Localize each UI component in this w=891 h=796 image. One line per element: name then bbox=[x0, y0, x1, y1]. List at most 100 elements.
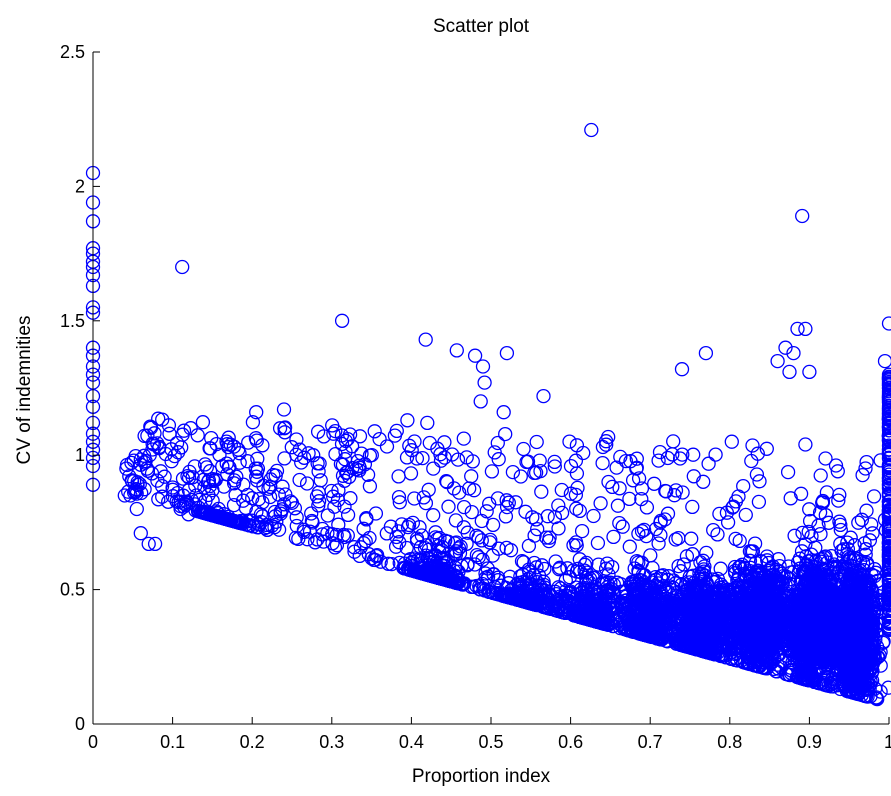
data-point bbox=[416, 490, 431, 505]
data-point bbox=[268, 468, 283, 483]
data-point bbox=[240, 487, 255, 503]
data-point bbox=[725, 500, 740, 515]
data-point bbox=[675, 447, 690, 462]
data-point bbox=[462, 481, 477, 496]
data-point bbox=[429, 567, 445, 582]
data-point bbox=[190, 428, 205, 443]
data-point bbox=[471, 530, 486, 545]
data-point bbox=[121, 484, 136, 499]
data-point bbox=[173, 494, 188, 509]
data-point bbox=[818, 451, 833, 466]
data-point bbox=[132, 476, 147, 492]
data-point bbox=[751, 494, 767, 510]
data-point bbox=[394, 517, 409, 532]
data-point bbox=[448, 513, 464, 528]
data-point bbox=[327, 540, 343, 555]
data-point bbox=[570, 480, 585, 496]
data-point bbox=[710, 527, 725, 542]
data-point bbox=[150, 473, 165, 488]
data-point bbox=[591, 557, 606, 572]
data-point bbox=[749, 467, 765, 482]
data-point bbox=[362, 448, 378, 463]
data-point bbox=[482, 496, 497, 511]
data-point bbox=[469, 528, 484, 543]
data-point bbox=[609, 460, 624, 475]
data-point bbox=[802, 502, 817, 517]
data-point bbox=[659, 484, 674, 499]
data-point bbox=[296, 522, 312, 537]
data-point bbox=[503, 543, 519, 558]
data-point bbox=[255, 438, 270, 453]
data-point bbox=[177, 496, 192, 511]
data-point bbox=[499, 493, 514, 508]
data-point bbox=[439, 474, 455, 490]
data-point bbox=[402, 438, 417, 453]
data-point bbox=[383, 519, 399, 534]
data-point bbox=[403, 466, 419, 481]
data-point bbox=[413, 540, 428, 555]
data-point bbox=[276, 497, 292, 512]
data-point bbox=[795, 525, 810, 541]
data-point bbox=[349, 462, 364, 477]
data-point bbox=[672, 451, 688, 466]
data-point bbox=[719, 505, 735, 520]
data-point bbox=[241, 435, 256, 450]
data-point bbox=[326, 426, 341, 441]
data-point bbox=[330, 492, 346, 508]
data-point bbox=[752, 474, 767, 489]
data-point bbox=[843, 530, 858, 545]
data-point bbox=[310, 424, 326, 439]
data-point bbox=[606, 529, 621, 545]
data-point bbox=[277, 451, 292, 466]
data-point bbox=[292, 472, 307, 488]
data-point bbox=[456, 431, 471, 446]
data-point bbox=[340, 507, 356, 523]
data-point bbox=[631, 526, 646, 541]
data-point bbox=[745, 438, 760, 453]
data-point bbox=[391, 524, 406, 539]
data-point bbox=[605, 479, 620, 495]
data-point bbox=[464, 504, 479, 520]
data-point bbox=[562, 434, 577, 449]
data-point bbox=[643, 548, 658, 563]
data-point bbox=[866, 489, 882, 504]
data-point bbox=[451, 573, 466, 589]
data-point bbox=[253, 507, 269, 522]
data-point bbox=[404, 558, 419, 574]
data-point bbox=[326, 489, 341, 504]
data-point bbox=[550, 603, 565, 618]
data-point bbox=[342, 469, 357, 485]
data-point bbox=[433, 447, 448, 462]
data-point bbox=[250, 451, 265, 466]
data-point bbox=[859, 454, 874, 470]
data-point bbox=[329, 538, 345, 553]
data-point bbox=[560, 561, 575, 576]
data-point bbox=[708, 447, 723, 462]
data-point bbox=[634, 491, 649, 507]
data-point bbox=[759, 441, 774, 456]
data-point bbox=[567, 608, 582, 623]
data-point bbox=[289, 510, 304, 525]
data-point bbox=[352, 429, 368, 444]
data-point bbox=[516, 555, 531, 570]
data-point bbox=[563, 584, 578, 599]
data-point bbox=[221, 430, 236, 445]
data-point bbox=[368, 552, 383, 568]
data-point bbox=[487, 445, 502, 460]
data-point bbox=[204, 430, 219, 446]
data-point bbox=[613, 449, 628, 465]
data-point bbox=[485, 548, 500, 563]
data-point bbox=[571, 594, 587, 610]
data-point bbox=[373, 554, 388, 569]
data-point bbox=[367, 424, 382, 439]
data-point bbox=[833, 517, 848, 533]
data-point bbox=[485, 517, 501, 533]
data-point bbox=[502, 590, 517, 605]
data-point bbox=[187, 459, 202, 474]
data-point bbox=[527, 528, 542, 543]
data-point bbox=[686, 447, 701, 462]
data-point bbox=[578, 582, 593, 597]
data-point bbox=[569, 538, 584, 553]
data-point bbox=[181, 470, 197, 485]
data-point bbox=[554, 505, 570, 521]
